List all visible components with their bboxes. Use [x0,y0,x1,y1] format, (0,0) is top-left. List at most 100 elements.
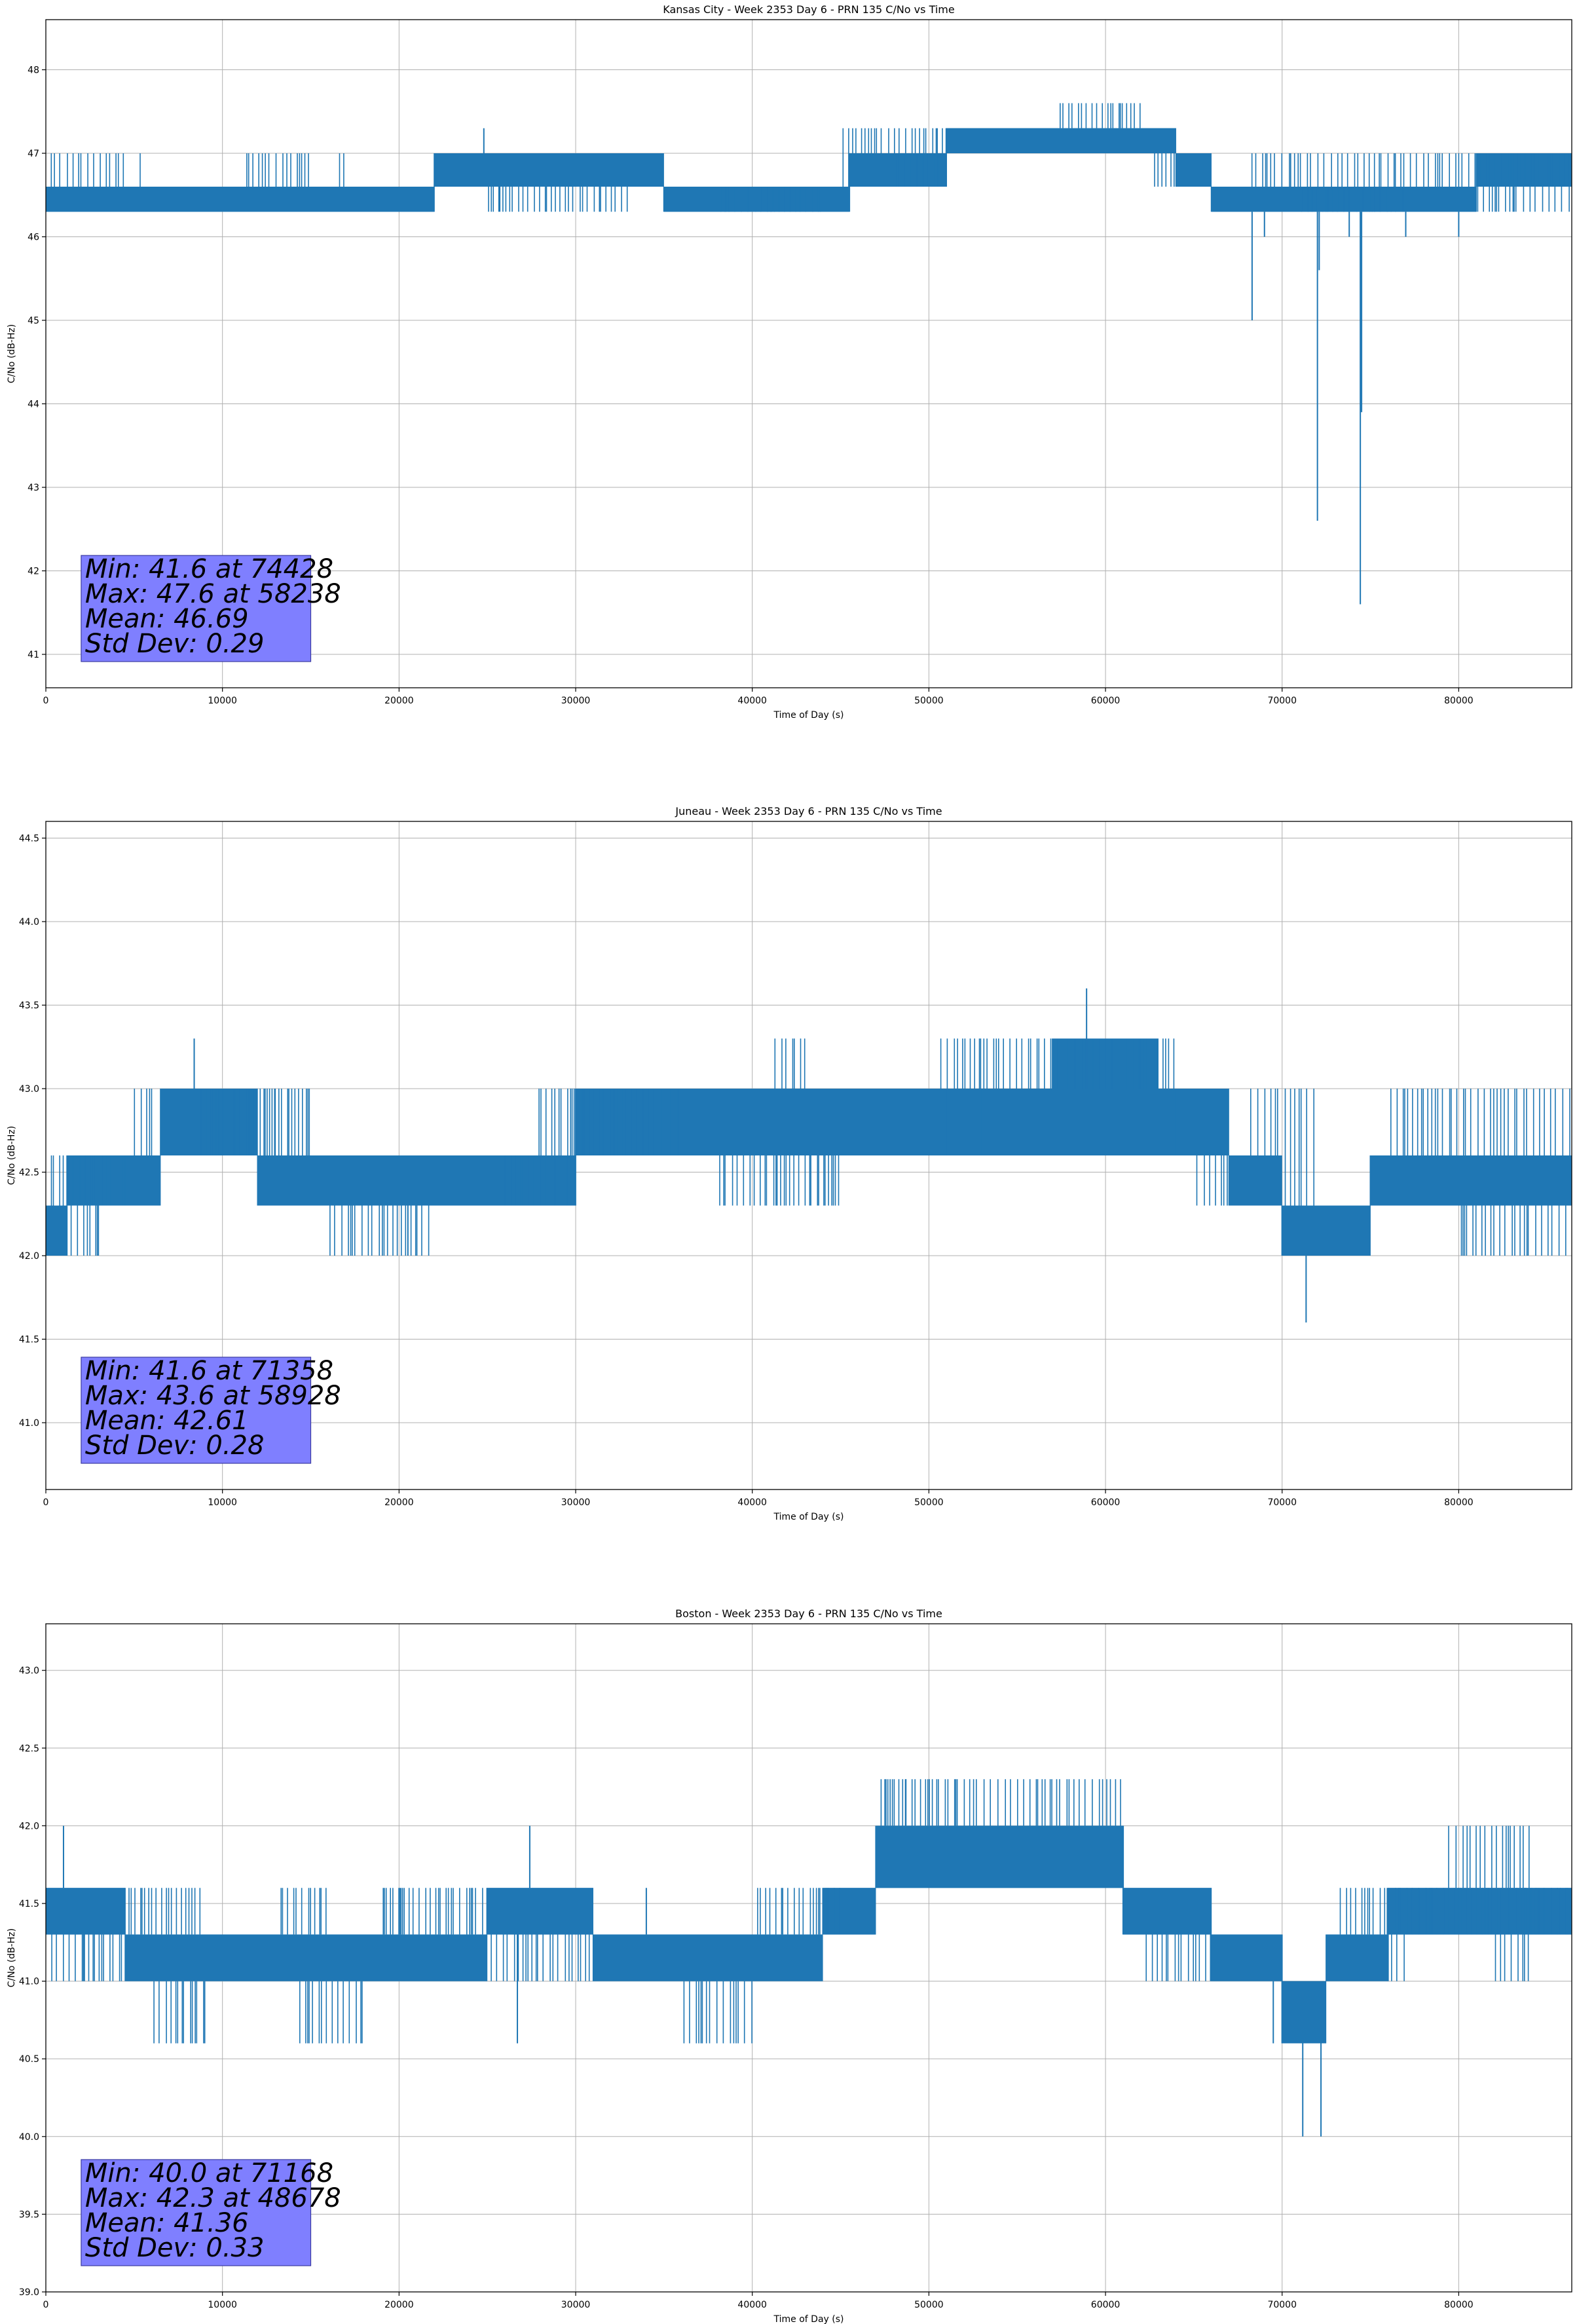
y-tick-label: 42.0 [19,1821,39,1831]
data-band-fill [946,1089,982,1155]
x-tick-label: 80000 [1444,696,1474,706]
data-band-fill [125,1934,488,1981]
stats-line: Mean: 41.36 [85,2208,249,2238]
x-tick-label: 40000 [737,1497,767,1508]
stats-line: Min: 41.6 at 71358 [85,1356,333,1386]
x-tick-label: 70000 [1267,696,1297,706]
data-burst [1251,153,1570,187]
x-tick-label: 10000 [208,2300,237,2310]
data-burst [1145,1934,1212,1981]
stats-line: Max: 47.6 at 58238 [85,579,341,609]
stats-line: Std Dev: 0.28 [85,1431,265,1461]
data-burst [1477,187,1570,212]
data-burst [1494,1934,1529,1981]
data-band-fill [1370,1155,1572,1206]
y-tick-label: 43.5 [19,1001,39,1011]
data-burst [1250,1089,1314,1206]
stats-line: Mean: 42.61 [85,1406,249,1436]
data-burst [200,1089,276,1155]
data-band-fill [982,1089,1176,1155]
data-band-fill [46,1205,67,1256]
data-burst [720,187,821,212]
y-tick-label: 42.0 [19,1251,39,1262]
y-tick-label: 43 [28,483,39,493]
x-tick-label: 30000 [561,2300,591,2310]
x-tick-label: 80000 [1444,1497,1474,1508]
data-burst [491,1934,590,1981]
x-tick-label: 60000 [1091,1497,1121,1508]
data-band-fill [1326,1934,1388,1981]
data-burst [488,187,628,212]
x-tick-label: 0 [43,696,49,706]
y-axis-label: C/No (dB-Hz) [7,1126,17,1185]
chart-title: Boston - Week 2353 Day 6 - PRN 135 C/No … [675,1607,942,1620]
x-tick-label: 70000 [1267,2300,1297,2310]
data-burst [683,1981,752,2044]
stats-line: Max: 43.6 at 58928 [85,1381,341,1411]
data-burst [511,1155,575,1206]
y-tick-label: 43.0 [19,1666,39,1676]
data-band-fill [1211,1934,1282,1981]
data-burst [880,1779,1121,1826]
data-burst [1339,1888,1568,1935]
y-tick-label: 42.5 [19,1168,39,1178]
data-band-fill [823,1888,876,1935]
stats-line: Std Dev: 0.29 [85,629,265,659]
x-tick-label: 60000 [1091,2300,1121,2310]
x-tick-label: 30000 [561,696,591,706]
y-tick-label: 45 [28,316,39,326]
x-tick-label: 20000 [384,1497,414,1508]
data-band-fill [1476,153,1572,187]
data-band-fill [46,1888,126,1935]
y-tick-label: 40.5 [19,2054,39,2065]
data-burst [382,1888,488,1935]
data-band-fill [576,1089,947,1155]
data-band-fill [1176,1089,1229,1155]
data-burst [299,1981,363,2044]
x-tick-label: 70000 [1267,1497,1297,1508]
x-tick-label: 10000 [208,1497,237,1508]
plot-frame [45,1623,1572,2293]
y-tick-label: 47 [28,149,39,159]
data-burst [339,153,344,187]
x-tick-label: 50000 [914,2300,944,2310]
data-burst [50,1155,124,1206]
x-tick-label: 0 [43,1497,49,1508]
data-burst [51,1934,122,1981]
x-tick-label: 80000 [1444,2300,1474,2310]
y-tick-label: 48 [28,66,39,76]
y-tick-label: 39.5 [19,2209,39,2220]
data-burst [895,153,947,187]
data-burst [128,1888,201,1935]
data-burst [271,1089,310,1155]
stats-line: Mean: 46.69 [85,604,249,634]
y-tick-label: 41.0 [19,1418,39,1429]
chart-title: Kansas City - Week 2353 Day 6 - PRN 135 … [663,3,954,16]
data-burst [153,1981,206,2044]
data-burst [842,128,947,187]
y-axis-label: C/No (dB-Hz) [7,324,17,383]
stats-box-background [81,555,312,662]
stats-box-background [81,1357,312,1464]
data-band-fill [434,153,664,187]
y-tick-label: 41.0 [19,1977,39,1987]
y-tick-label: 42 [28,567,39,577]
y-tick-label: 41 [28,650,39,660]
y-tick-label: 44.5 [19,834,39,844]
data-burst [1301,187,1404,212]
data-burst [134,1089,153,1155]
data-band-fill [1176,153,1212,187]
data-band-fill [67,1155,126,1206]
x-tick-label: 50000 [914,1497,944,1508]
data-burst [246,153,309,187]
data-band-fill [46,187,435,212]
series-line [46,1779,1572,2137]
data-band-fill [593,1934,823,1981]
x-axis-label: Time of Day (s) [773,1512,844,1522]
chart-1: Kansas City - Week 2353 Day 6 - PRN 135 … [7,3,1572,721]
y-tick-label: 43.0 [19,1084,39,1095]
x-tick-label: 40000 [737,696,767,706]
data-burst [329,1205,430,1256]
data-burst [1448,1826,1530,1888]
y-tick-label: 44.0 [19,917,39,928]
